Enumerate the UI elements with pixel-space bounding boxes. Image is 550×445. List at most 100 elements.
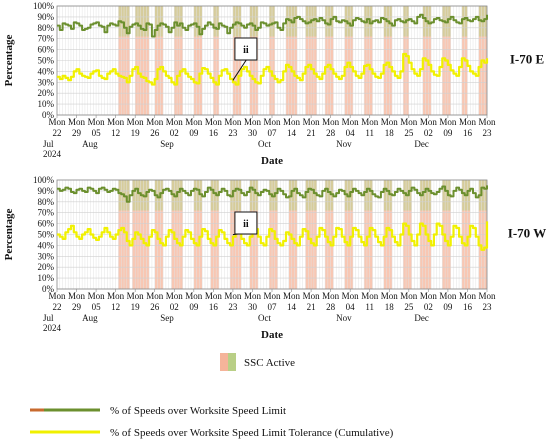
x-tick-day: Mon xyxy=(48,291,66,301)
x-tick-date: 18 xyxy=(385,128,395,138)
x-tick-day: Mon xyxy=(322,291,340,301)
x-tick-date: 23 xyxy=(483,128,493,138)
x-tick-date: 21 xyxy=(307,128,316,138)
ssc-active-band-upper xyxy=(344,180,353,211)
x-tick-date: 29 xyxy=(72,128,82,138)
x-tick-day: Mon xyxy=(146,117,164,127)
x-tick-day: Mon xyxy=(244,117,262,127)
x-tick-day: Mon xyxy=(459,291,477,301)
x-month-label: Aug xyxy=(82,313,98,323)
x-tick-day: Mon xyxy=(205,291,223,301)
x-tick-date: 04 xyxy=(346,128,356,138)
x-tick-date: 19 xyxy=(131,128,141,138)
x-month-label: Nov xyxy=(336,139,352,149)
x-month-label: Aug xyxy=(82,139,98,149)
y-tick-label: 0% xyxy=(42,110,55,120)
x-tick-day: Mon xyxy=(361,117,379,127)
y-tick-label: 0% xyxy=(42,284,55,294)
ssc-active-band-upper xyxy=(174,6,183,37)
legend-ssc-label: SSC Active xyxy=(244,357,295,369)
x-tick-day: Mon xyxy=(166,117,184,127)
y-tick-label: 90% xyxy=(38,12,55,22)
x-tick-date: 19 xyxy=(131,302,141,312)
x-tick-date: 18 xyxy=(385,302,395,312)
x-tick-date: 25 xyxy=(404,302,414,312)
legend-label-speed-limit: % of Speeds over Worksite Speed Limit xyxy=(110,405,286,417)
x-tick-date: 04 xyxy=(346,302,356,312)
x-tick-date: 02 xyxy=(424,128,433,138)
x-tick-day: Mon xyxy=(166,291,184,301)
x-tick-day: Mon xyxy=(224,117,242,127)
panel-i70e xyxy=(56,5,489,118)
x-tick-date: 02 xyxy=(424,302,433,312)
x-month-label: 2024 xyxy=(43,149,62,159)
x-tick-day: Mon xyxy=(205,117,223,127)
x-tick-day: Mon xyxy=(127,291,145,301)
x-tick-date: 16 xyxy=(209,128,219,138)
x-tick-date: 05 xyxy=(92,128,102,138)
ssc-active-band-upper xyxy=(325,6,334,37)
x-tick-date: 23 xyxy=(228,128,238,138)
x-tick-day: Mon xyxy=(342,291,360,301)
y-tick-label: 70% xyxy=(38,34,55,44)
series-line-tolerance xyxy=(57,221,489,251)
callout-box xyxy=(234,211,258,235)
x-tick-day: Mon xyxy=(107,117,125,127)
series-line-speed-limit xyxy=(57,185,488,203)
ssc-active-band-upper xyxy=(154,6,164,37)
x-month-label: Sep xyxy=(160,139,174,149)
x-tick-date: 02 xyxy=(170,302,179,312)
x-axis-title: Date xyxy=(261,155,283,167)
x-tick-day: Mon xyxy=(342,117,360,127)
y-tick-label: 20% xyxy=(38,88,55,98)
series-line-tolerance xyxy=(57,52,489,86)
y-tick-label: 80% xyxy=(38,197,55,207)
y-tick-label: 30% xyxy=(38,251,55,261)
x-axis-title: Date xyxy=(261,329,283,341)
x-month-label: Dec xyxy=(414,139,429,149)
x-tick-date: 28 xyxy=(326,128,336,138)
y-tick-label: 50% xyxy=(38,230,55,240)
x-tick-day: Mon xyxy=(439,117,457,127)
x-tick-day: Mon xyxy=(48,117,66,127)
x-tick-date: 16 xyxy=(209,302,219,312)
y-tick-label: 40% xyxy=(38,66,55,76)
ssc-active-band-upper xyxy=(249,180,259,211)
y-axis-title: Percentage xyxy=(3,209,15,261)
ssc-active-band-upper xyxy=(478,180,487,211)
y-tick-label: 30% xyxy=(38,77,55,87)
x-tick-day: Mon xyxy=(322,117,340,127)
x-tick-date: 05 xyxy=(92,302,102,312)
x-tick-date: 12 xyxy=(111,302,120,312)
y-tick-label: 70% xyxy=(38,208,55,218)
y-tick-label: 10% xyxy=(38,99,55,109)
x-month-label: Nov xyxy=(336,313,352,323)
x-tick-day: Mon xyxy=(439,291,457,301)
ssc-active-band-upper xyxy=(442,180,451,211)
x-tick-date: 30 xyxy=(248,128,258,138)
x-tick-date: 11 xyxy=(365,302,374,312)
x-tick-day: Mon xyxy=(361,291,379,301)
x-tick-day: Mon xyxy=(88,117,106,127)
ssc-active-band-upper xyxy=(442,6,451,37)
series-line-speed-limit xyxy=(57,13,488,38)
x-tick-day: Mon xyxy=(88,291,106,301)
ssc-active-band-upper xyxy=(193,6,203,37)
ssc-active-band-upper xyxy=(288,180,298,211)
ssc-active-band-upper xyxy=(193,180,203,211)
x-tick-date: 21 xyxy=(307,302,316,312)
x-month-label: Sep xyxy=(160,313,174,323)
x-tick-date: 07 xyxy=(268,128,278,138)
callout-pointer xyxy=(232,58,248,81)
ssc-active-band-upper xyxy=(154,180,164,211)
y-tick-label: 100% xyxy=(33,175,55,185)
x-tick-day: Mon xyxy=(283,291,301,301)
x-tick-day: Mon xyxy=(146,291,164,301)
ssc-active-band-upper xyxy=(325,180,334,211)
x-tick-day: Mon xyxy=(303,117,321,127)
x-month-label: Oct xyxy=(258,139,271,149)
x-tick-day: Mon xyxy=(400,291,418,301)
x-tick-date: 09 xyxy=(189,302,199,312)
x-tick-day: Mon xyxy=(224,291,242,301)
